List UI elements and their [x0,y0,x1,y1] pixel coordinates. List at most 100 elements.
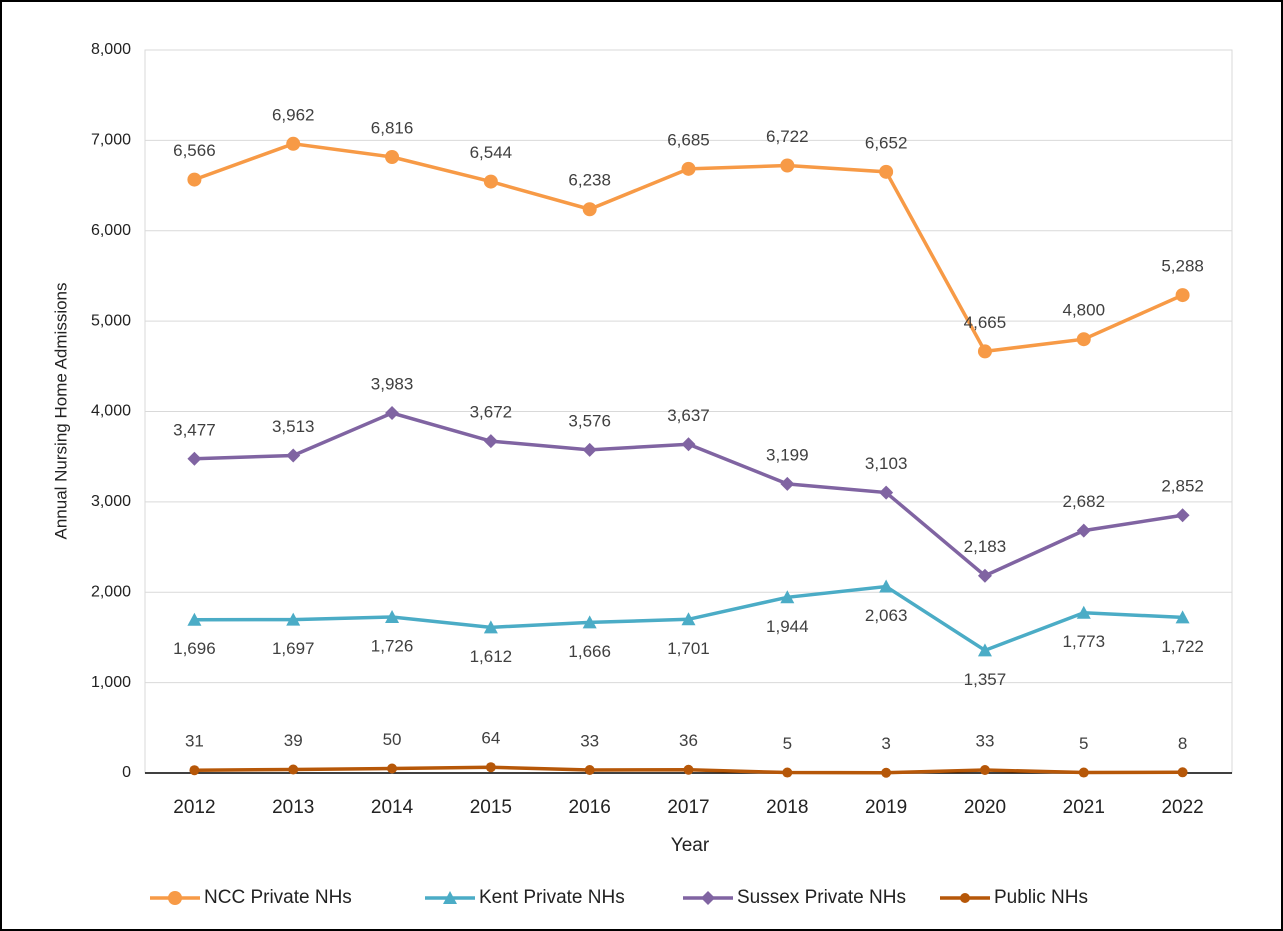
marker [780,158,795,173]
x-tick-label: 2017 [667,797,709,818]
marker [483,434,498,449]
data-label: 1,666 [568,642,611,661]
marker [1076,332,1091,347]
marker [681,612,696,626]
marker [977,568,992,583]
x-tick-label: 2013 [272,797,314,818]
data-label: 3,103 [865,454,908,473]
data-label: 6,816 [371,118,414,137]
data-label: 3 [881,734,890,753]
marker [385,610,400,624]
data-label: 64 [481,729,500,748]
marker [977,344,992,359]
y-tick-label: 0 [122,764,131,781]
x-tick-label: 2015 [470,797,512,818]
marker [780,476,795,491]
marker [1175,288,1190,303]
marker [582,442,597,457]
data-label: 8 [1178,734,1187,753]
marker [1175,610,1190,624]
marker [187,451,202,466]
data-label: 2,063 [865,606,908,625]
data-label: 3,199 [766,445,809,464]
y-tick-label: 3,000 [91,493,131,510]
x-tick-label: 2012 [173,797,215,818]
data-label: 50 [383,730,402,749]
marker [1175,508,1190,523]
data-label: 5,288 [1161,257,1204,276]
marker [879,579,894,593]
marker [286,612,301,626]
marker [977,643,992,657]
marker [979,765,990,776]
data-label: 6,544 [470,143,513,162]
data-label: 3,477 [173,420,216,439]
marker [683,764,694,775]
marker [485,762,496,773]
marker [187,172,202,187]
y-tick-label: 6,000 [91,222,131,239]
x-tick-label: 2016 [569,797,611,818]
data-label: 6,685 [667,130,710,149]
data-label: 2,682 [1062,492,1105,511]
legend-label: NCC Private NHs [204,887,352,908]
marker [582,202,597,217]
data-label: 6,652 [865,133,908,152]
marker [1078,767,1089,778]
data-label: 3,513 [272,417,315,436]
data-label: 33 [580,732,599,751]
data-label: 33 [975,732,994,751]
marker [288,764,299,775]
data-label: 1,726 [371,636,414,655]
data-label: 3,983 [371,375,414,394]
x-axis-title: Year [671,835,710,856]
data-label: 1,773 [1062,632,1105,651]
data-label: 6,238 [568,171,611,190]
marker [582,615,597,629]
marker [780,590,795,604]
x-tick-label: 2014 [371,797,414,818]
data-label: 1,357 [964,670,1007,689]
data-label: 1,612 [470,647,513,666]
data-label: 31 [185,732,204,751]
y-tick-label: 4,000 [91,403,131,420]
legend-label: Kent Private NHs [479,887,625,908]
y-tick-label: 5,000 [91,312,131,329]
x-tick-label: 2018 [766,797,808,818]
marker [782,767,793,778]
marker [387,763,398,774]
x-tick-label: 2019 [865,797,907,818]
data-label: 4,800 [1062,301,1105,320]
x-tick-label: 2022 [1161,797,1203,818]
data-label: 1,701 [667,639,710,658]
marker [385,150,400,165]
marker [189,765,200,776]
marker [1076,605,1091,619]
data-label: 1,697 [272,639,315,658]
marker [701,891,715,905]
y-axis-title: Annual Nursing Home Admissions [51,282,70,539]
marker [483,620,498,634]
data-label: 39 [284,731,303,750]
data-label: 6,566 [173,141,216,160]
y-tick-label: 7,000 [91,132,131,149]
marker [881,767,892,778]
data-label: 2,852 [1161,477,1204,496]
y-tick-label: 1,000 [91,674,131,691]
marker [584,765,595,776]
y-tick-label: 2,000 [91,583,131,600]
data-label: 2,183 [964,537,1007,556]
data-label: 6,722 [766,127,809,146]
x-tick-label: 2021 [1063,797,1105,818]
marker [681,161,696,176]
marker [960,893,970,903]
marker [286,136,301,151]
marker [483,174,498,189]
data-label: 1,944 [766,617,809,636]
y-tick-label: 8,000 [91,41,131,58]
marker [168,891,182,905]
data-label: 3,637 [667,406,710,425]
data-label: 5 [783,734,792,753]
data-label: 36 [679,731,698,750]
